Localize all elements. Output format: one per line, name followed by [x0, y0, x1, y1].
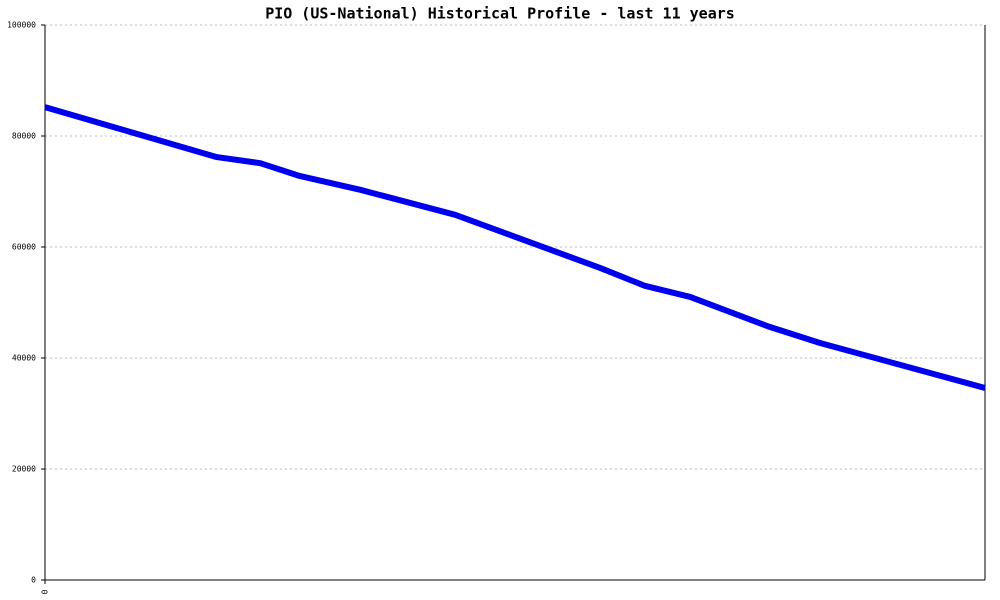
y-tick-label: 40000	[12, 354, 36, 363]
x-tick-label: 0	[41, 589, 50, 594]
data-line	[44, 104, 986, 391]
y-tick-label: 100000	[7, 21, 36, 30]
y-tick-label: 60000	[12, 243, 36, 252]
y-tick-label: 20000	[12, 465, 36, 474]
chart-title: PIO (US-National) Historical Profile - l…	[265, 5, 735, 23]
y-tick-label: 80000	[12, 132, 36, 141]
y-tick-label: 0	[31, 576, 36, 585]
